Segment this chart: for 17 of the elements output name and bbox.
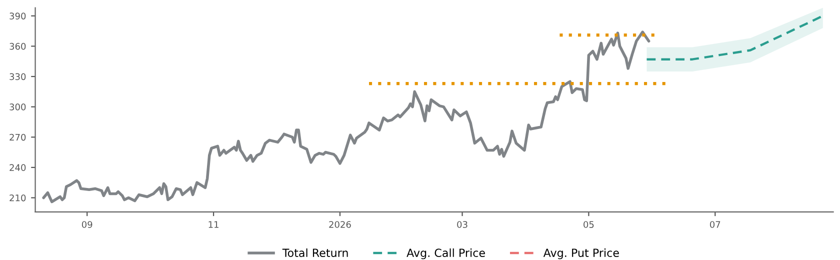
y-tick-label: 390 (10, 12, 26, 20)
legend-label: Avg. Call Price (406, 248, 485, 260)
legend-label: Avg. Put Price (543, 248, 619, 260)
x-tick-label: 05 (584, 221, 594, 228)
line-series (42, 30, 650, 204)
x-tick-label: 09 (82, 221, 92, 228)
y-tick-label: 330 (10, 73, 26, 80)
x-tick-label: 03 (457, 221, 468, 228)
legend-label: Total Return (282, 248, 348, 258)
y-tick-label: 300 (10, 104, 26, 110)
y-tick-label: 240 (10, 164, 26, 171)
x-tick-label: 2026 (329, 221, 351, 228)
y-tick-label: 270 (10, 134, 26, 141)
y-tick-label: 210 (10, 194, 26, 202)
x-tick-label: 07 (710, 221, 720, 228)
x-tick-label: 11 (208, 221, 218, 228)
y-tick-label: 360 (10, 42, 26, 50)
